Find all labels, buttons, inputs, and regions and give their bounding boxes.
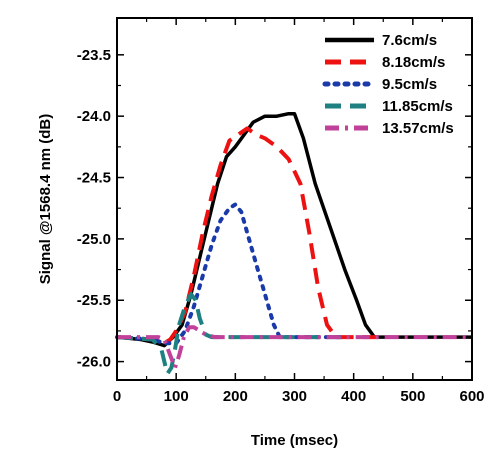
y-tick-label: -26.0 — [77, 354, 111, 371]
legend-label-5: 13.57cm/s — [382, 120, 454, 137]
y-tick-label: -25.5 — [77, 292, 111, 309]
x-tick-label: 100 — [164, 388, 189, 405]
legend-label-2: 8.18cm/s — [382, 54, 445, 71]
y-tick-label: -25.0 — [77, 231, 111, 248]
x-tick-label: 500 — [400, 388, 425, 405]
x-tick-label: 200 — [223, 388, 248, 405]
legend-label-4: 11.85cm/s — [382, 98, 453, 115]
legend-label-1: 7.6cm/s — [382, 32, 437, 49]
y-axis-label: Signal @1568.4 nm (dB) — [37, 114, 54, 285]
series-line-2 — [116, 126, 384, 346]
x-axis-ticks: 0 100 200 300 400 500 600 — [113, 18, 485, 405]
x-tick-label: 400 — [341, 388, 366, 405]
x-tick-label: 600 — [459, 388, 484, 405]
series-line-4 — [116, 292, 342, 376]
y-tick-label: -24.5 — [77, 170, 111, 187]
series-line-1 — [116, 111, 472, 348]
x-axis-label: Time (msec) — [251, 432, 338, 449]
y-axis-ticks: -26.0 -25.5 -25.0 -24.5 -24.0 -23.5 — [77, 47, 472, 371]
y-tick-label: -24.0 — [77, 108, 111, 125]
plot-series — [115, 111, 472, 376]
plot-frame — [116, 17, 473, 381]
x-tick-label: 0 — [113, 388, 121, 405]
x-tick-label: 300 — [282, 388, 307, 405]
series-line-3 — [115, 202, 344, 346]
legend-label-3: 9.5cm/s — [382, 76, 437, 93]
y-tick-label: -23.5 — [77, 47, 111, 64]
legend: 7.6cm/s 8.18cm/s 9.5cm/s 11.85cm/s 13.57cm/s — [322, 32, 454, 137]
series-line-5 — [117, 325, 472, 370]
